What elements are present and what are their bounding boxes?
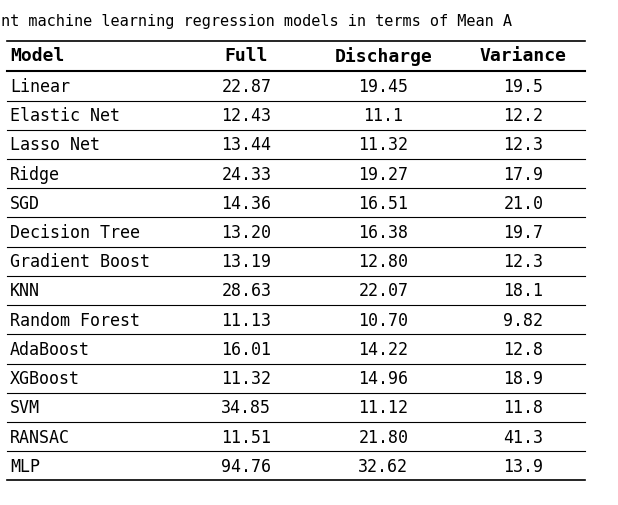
Text: 11.1: 11.1 (363, 107, 404, 125)
Text: Random Forest: Random Forest (10, 311, 140, 329)
Text: 17.9: 17.9 (503, 165, 543, 183)
Text: 18.9: 18.9 (503, 369, 543, 387)
Text: 16.51: 16.51 (358, 194, 408, 213)
Text: 13.20: 13.20 (221, 224, 271, 241)
Text: 21.80: 21.80 (358, 428, 408, 446)
Text: KNN: KNN (10, 282, 40, 300)
Text: 14.96: 14.96 (358, 369, 408, 387)
Text: 94.76: 94.76 (221, 457, 271, 475)
Text: XGBoost: XGBoost (10, 369, 80, 387)
Text: 32.62: 32.62 (358, 457, 408, 475)
Text: 34.85: 34.85 (221, 398, 271, 417)
Text: 18.1: 18.1 (503, 282, 543, 300)
Text: 41.3: 41.3 (503, 428, 543, 446)
Text: RANSAC: RANSAC (10, 428, 70, 446)
Text: 11.8: 11.8 (503, 398, 543, 417)
Text: 19.5: 19.5 (503, 78, 543, 96)
Text: 28.63: 28.63 (221, 282, 271, 300)
Text: Decision Tree: Decision Tree (10, 224, 140, 241)
Text: 19.27: 19.27 (358, 165, 408, 183)
Text: Ridge: Ridge (10, 165, 60, 183)
Text: 24.33: 24.33 (221, 165, 271, 183)
Text: 19.45: 19.45 (358, 78, 408, 96)
Text: 13.19: 13.19 (221, 252, 271, 271)
Text: 12.3: 12.3 (503, 252, 543, 271)
Text: 13.44: 13.44 (221, 136, 271, 154)
Text: 13.9: 13.9 (503, 457, 543, 475)
Text: Variance: Variance (480, 47, 567, 65)
Text: 11.51: 11.51 (221, 428, 271, 446)
Text: Elastic Net: Elastic Net (10, 107, 120, 125)
Text: 11.13: 11.13 (221, 311, 271, 329)
Text: nt machine learning regression models in terms of Mean A: nt machine learning regression models in… (1, 14, 512, 29)
Text: 12.2: 12.2 (503, 107, 543, 125)
Text: Gradient Boost: Gradient Boost (10, 252, 150, 271)
Text: 14.36: 14.36 (221, 194, 271, 213)
Text: 12.3: 12.3 (503, 136, 543, 154)
Text: Discharge: Discharge (334, 46, 433, 66)
Text: 12.80: 12.80 (358, 252, 408, 271)
Text: 21.0: 21.0 (503, 194, 543, 213)
Text: SGD: SGD (10, 194, 40, 213)
Text: 12.43: 12.43 (221, 107, 271, 125)
Text: 12.8: 12.8 (503, 340, 543, 358)
Text: Lasso Net: Lasso Net (10, 136, 100, 154)
Text: 10.70: 10.70 (358, 311, 408, 329)
Text: 22.07: 22.07 (358, 282, 408, 300)
Text: Model: Model (10, 47, 64, 65)
Text: 19.7: 19.7 (503, 224, 543, 241)
Text: 22.87: 22.87 (221, 78, 271, 96)
Text: 14.22: 14.22 (358, 340, 408, 358)
Text: 16.38: 16.38 (358, 224, 408, 241)
Text: SVM: SVM (10, 398, 40, 417)
Text: MLP: MLP (10, 457, 40, 475)
Text: 11.32: 11.32 (221, 369, 271, 387)
Text: 9.82: 9.82 (503, 311, 543, 329)
Text: Full: Full (224, 47, 268, 65)
Text: 11.12: 11.12 (358, 398, 408, 417)
Text: 11.32: 11.32 (358, 136, 408, 154)
Text: Linear: Linear (10, 78, 70, 96)
Text: AdaBoost: AdaBoost (10, 340, 90, 358)
Text: 16.01: 16.01 (221, 340, 271, 358)
